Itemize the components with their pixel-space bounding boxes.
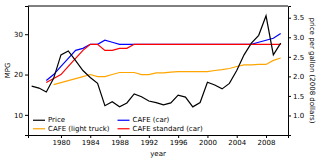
tick-mark [90,135,91,138]
tick-mark [178,135,179,138]
axis-line [29,136,289,139]
tick-label: 3.0 [293,34,304,42]
tick: 2008 [258,135,276,147]
tick-mark [149,135,150,138]
tick-mark [288,76,291,77]
tick: 2.5 [288,54,304,62]
tick-label: 30 [14,31,23,39]
tick: 2000 [199,135,217,147]
x-axis: 1980 1984 1988 1992 1996 2000 2004 2008 [29,135,289,147]
tick-label: 2008 [258,139,276,147]
series-line [54,58,281,85]
legend-item: Price [33,116,65,124]
tick: 20 [14,71,28,79]
legend: Price CAFE (car) CAFE (light truck) CAFE st… [33,116,203,133]
chart: 1980 1984 1988 1992 1996 2000 2004 2008 10 20 30 1.… [0,0,318,159]
tick: 1.0 [288,112,304,120]
tick-mark [237,135,238,138]
tick-mark [207,135,208,138]
legend-label: CAFE (car) [133,116,170,124]
tick-label: 2.5 [293,54,304,62]
tick: 1.5 [288,93,304,101]
tick-label: 2004 [228,139,246,147]
tick-label: 1988 [111,139,129,147]
tick-label: 1996 [170,139,188,147]
legend-label: Price [48,116,65,124]
legend-item: CAFE (car) [118,116,170,124]
tick: 30 [14,31,28,39]
tick-label: 1980 [53,139,71,147]
legend-item: CAFE (light truck) [33,125,110,133]
tick: 1980 [53,135,71,147]
tick-mark [61,135,62,138]
tick-mark [266,135,267,138]
tick-label: 1.0 [293,112,304,120]
legend-swatch [33,128,45,129]
tick-mark [120,135,121,138]
tick: 10 [14,112,28,120]
legend-label: CAFE (light truck) [48,125,110,133]
legend-label: CAFE standard (car) [133,125,203,133]
tick: 1992 [140,135,158,147]
axis-line [25,7,29,136]
axis-line [289,7,292,136]
legend-swatch [118,128,130,129]
frame [28,6,288,7]
tick-mark [288,57,291,58]
tick-mark [288,115,291,116]
tick-label: 10 [14,112,23,120]
tick-label: 1992 [140,139,158,147]
x-axis-title: year [150,150,166,158]
tick-mark [25,34,28,35]
tick: 2004 [228,135,246,147]
series-line [32,16,281,107]
tick-mark [288,96,291,97]
y-axis: 10 20 30 [14,7,28,136]
tick-mark [288,18,291,19]
y2-axis: 1.0 1.5 2.0 2.5 3.0 3.5 [288,7,304,136]
plot: 1980 1984 1988 1992 1996 2000 2004 2008 10 20 30 1.… [14,6,304,147]
lines [32,16,281,107]
tick: 1996 [170,135,188,147]
tick: 3.5 [288,14,304,22]
tick-label: 1.5 [293,93,304,101]
legend-swatch [33,120,45,121]
y2-axis-title: price per gallon (2008 dollars) [308,18,316,124]
tick: 3.0 [288,34,304,42]
tick-mark [25,115,28,116]
series-line [46,44,280,82]
tick-label: 1984 [82,139,100,147]
tick-label: 20 [14,71,23,79]
tick: 1984 [82,135,100,147]
tick-label: 2.0 [293,73,304,81]
legend-item: CAFE standard (car) [118,125,203,133]
legend-swatch [118,120,130,121]
tick: 1988 [111,135,129,147]
tick: 2.0 [288,73,304,81]
tick-mark [288,37,291,38]
tick-mark [25,75,28,76]
tick-label: 3.5 [293,14,304,22]
tick-label: 2000 [199,139,217,147]
y-axis-title: MPG [4,63,12,79]
